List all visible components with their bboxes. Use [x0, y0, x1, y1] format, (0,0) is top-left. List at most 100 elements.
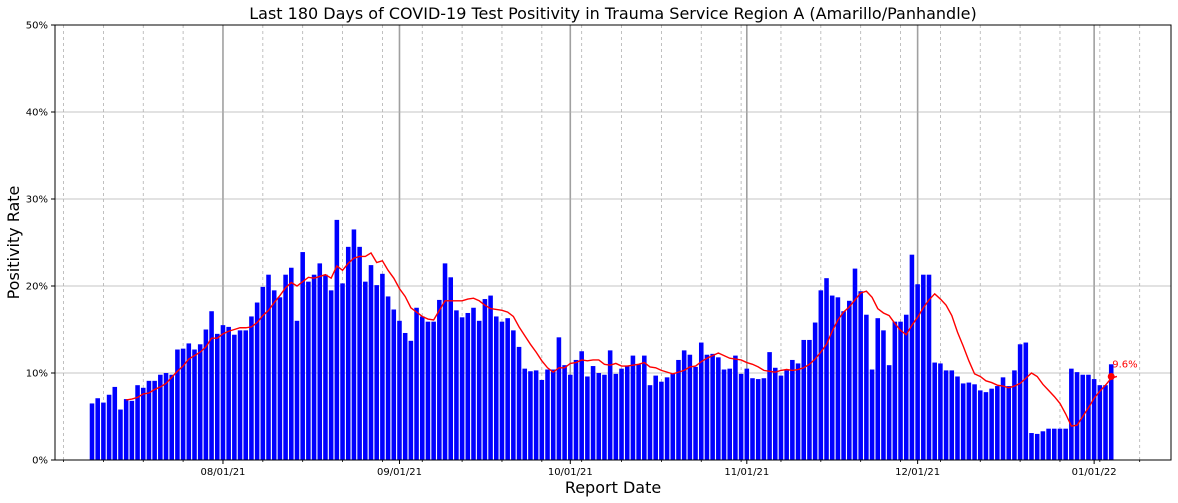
bar — [254, 302, 260, 460]
bar — [875, 318, 881, 460]
bar — [1086, 374, 1091, 460]
y-tick-label: 0% — [32, 456, 48, 467]
bar — [334, 219, 340, 460]
bar — [294, 320, 300, 460]
y-tick-label: 30% — [26, 195, 48, 206]
bar — [101, 402, 106, 460]
y-tick-label: 50% — [26, 21, 48, 32]
bar — [642, 355, 647, 460]
bar — [89, 403, 95, 460]
bar — [972, 384, 977, 460]
bar — [903, 314, 909, 460]
bar — [738, 373, 744, 460]
bar — [596, 373, 602, 460]
bar — [448, 277, 454, 460]
bar — [619, 368, 624, 460]
bar — [989, 388, 994, 460]
bar — [266, 274, 271, 460]
bar — [892, 321, 898, 460]
bar — [607, 350, 613, 460]
bar — [1023, 342, 1029, 460]
bar — [391, 309, 397, 460]
bar — [955, 376, 960, 460]
bar — [499, 321, 505, 460]
bar — [653, 375, 658, 460]
bar — [402, 332, 408, 460]
bar — [829, 295, 835, 460]
bar — [192, 349, 197, 460]
bar — [693, 366, 698, 460]
bar — [323, 274, 328, 460]
bar — [340, 283, 345, 460]
bar — [277, 297, 283, 460]
bar — [721, 369, 727, 460]
bar — [966, 382, 972, 460]
bar — [522, 368, 528, 460]
bar — [249, 316, 254, 460]
bar — [881, 330, 886, 460]
bar — [818, 290, 824, 460]
y-axis-label: Positivity Rate — [4, 186, 23, 300]
bar — [1063, 428, 1068, 460]
bar — [476, 320, 482, 460]
bar — [943, 370, 949, 460]
bar — [232, 334, 237, 460]
bar — [550, 369, 556, 460]
bar — [630, 355, 636, 460]
bar — [129, 400, 135, 460]
bar — [414, 307, 419, 460]
bar — [687, 354, 693, 460]
x-tick-label: 12/01/21 — [895, 467, 940, 478]
bar — [921, 274, 926, 460]
bar — [493, 316, 499, 460]
bar — [807, 339, 812, 460]
bar — [516, 346, 522, 460]
bar — [1029, 433, 1034, 460]
bar — [562, 365, 567, 460]
bar — [790, 359, 795, 460]
bar — [175, 349, 180, 460]
bar — [408, 340, 414, 460]
bar — [1034, 433, 1040, 460]
bar — [203, 329, 209, 460]
bar — [676, 359, 681, 460]
bar — [374, 285, 379, 460]
bar — [602, 374, 607, 460]
bar — [812, 322, 818, 460]
bar — [528, 371, 533, 460]
bar — [590, 366, 596, 460]
bar — [425, 321, 431, 460]
bar — [624, 366, 630, 460]
bar — [152, 380, 157, 460]
bar — [243, 330, 249, 460]
rolling-average-path — [126, 251, 1118, 427]
bar — [146, 380, 152, 460]
bar — [704, 354, 710, 460]
bar — [311, 274, 317, 460]
bar — [306, 281, 311, 460]
bar — [681, 350, 687, 460]
bar — [237, 330, 243, 460]
bar — [283, 274, 288, 460]
bar — [197, 344, 203, 460]
bar — [1108, 364, 1114, 460]
bar — [300, 252, 305, 460]
bar — [345, 246, 351, 460]
bar — [186, 343, 192, 460]
bar — [431, 321, 436, 460]
x-tick-label: 09/01/21 — [377, 467, 422, 478]
bar — [1103, 385, 1108, 460]
bar — [368, 265, 374, 460]
bar — [209, 311, 214, 460]
bar — [1069, 368, 1074, 460]
bar — [795, 363, 801, 460]
y-tick-label: 40% — [26, 108, 48, 119]
bar — [977, 390, 983, 460]
chart-title: Last 180 Days of COVID-19 Test Positivit… — [249, 4, 976, 23]
bar — [442, 263, 448, 460]
bar — [511, 330, 516, 460]
bar — [801, 339, 807, 460]
bar — [317, 263, 323, 460]
bar — [670, 373, 676, 460]
